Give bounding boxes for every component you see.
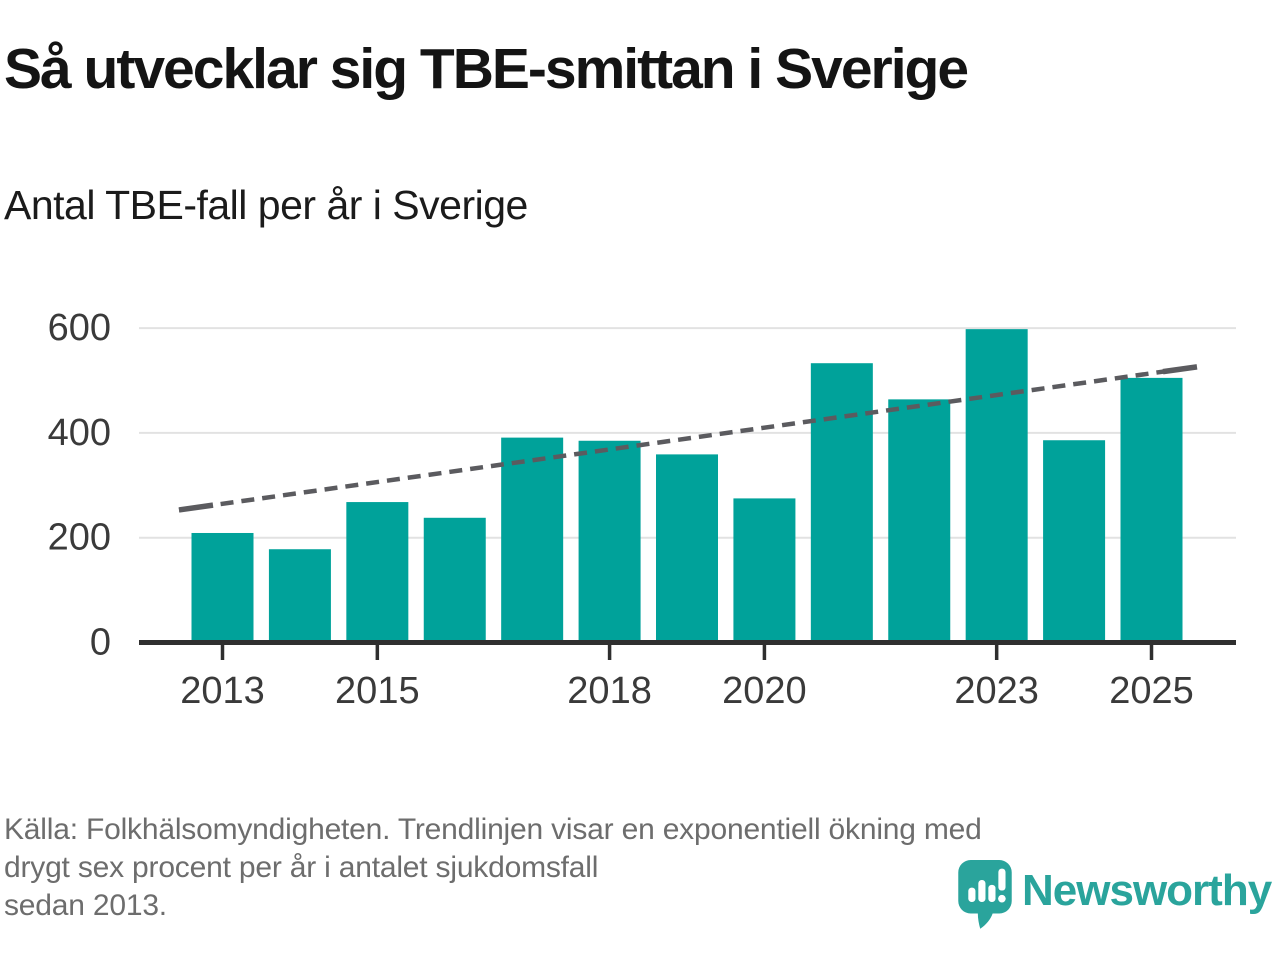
newsworthy-logo-text: Newsworthy [1022,866,1272,915]
bar [423,517,486,645]
source-note: Källa: Folkhälsomyndigheten. Trendlinjen… [4,811,982,925]
x-axis-label: 2025 [1109,670,1194,712]
x-axis-label: 2015 [335,670,420,712]
y-axis-label: 0 [90,622,111,664]
page-title: Så utvecklar sig TBE-smittan i Sverige [4,37,969,101]
bar [501,437,564,645]
bar [346,502,409,645]
y-axis-label: 200 [48,517,111,559]
trend-line-cap [1162,364,1198,375]
bar [1120,377,1183,645]
bar [1043,440,1106,645]
y-axis-label: 400 [48,412,111,454]
source-line: Källa: Folkhälsomyndigheten. Trendlinjen… [4,813,982,846]
bar [191,532,254,645]
bar [656,454,719,645]
chart-subtitle: Antal TBE-fall per år i Sverige [4,182,528,228]
bar [965,329,1028,645]
x-axis-label: 2018 [567,670,652,712]
bar [268,549,331,645]
x-axis-label: 2020 [722,670,807,712]
bar [810,363,873,645]
tbe-bar-chart: 0 200 400 600 2013 2015 2018 2020 2023 2025 [48,307,1236,712]
speech-bubble-bar-chart-icon [958,860,1012,929]
x-axis-label: 2013 [180,670,265,712]
x-axis-label: 2023 [954,670,1039,712]
trend-line-cap [178,502,214,513]
bar [733,498,796,645]
source-line: drygt sex procent per år i antalet sjukd… [4,851,599,884]
newsworthy-logo: Newsworthy [958,860,1272,944]
y-axis-label: 600 [48,307,111,349]
trend-line [178,364,1198,513]
bar [888,399,951,645]
bar [578,440,641,645]
source-line: sedan 2013. [4,889,167,922]
